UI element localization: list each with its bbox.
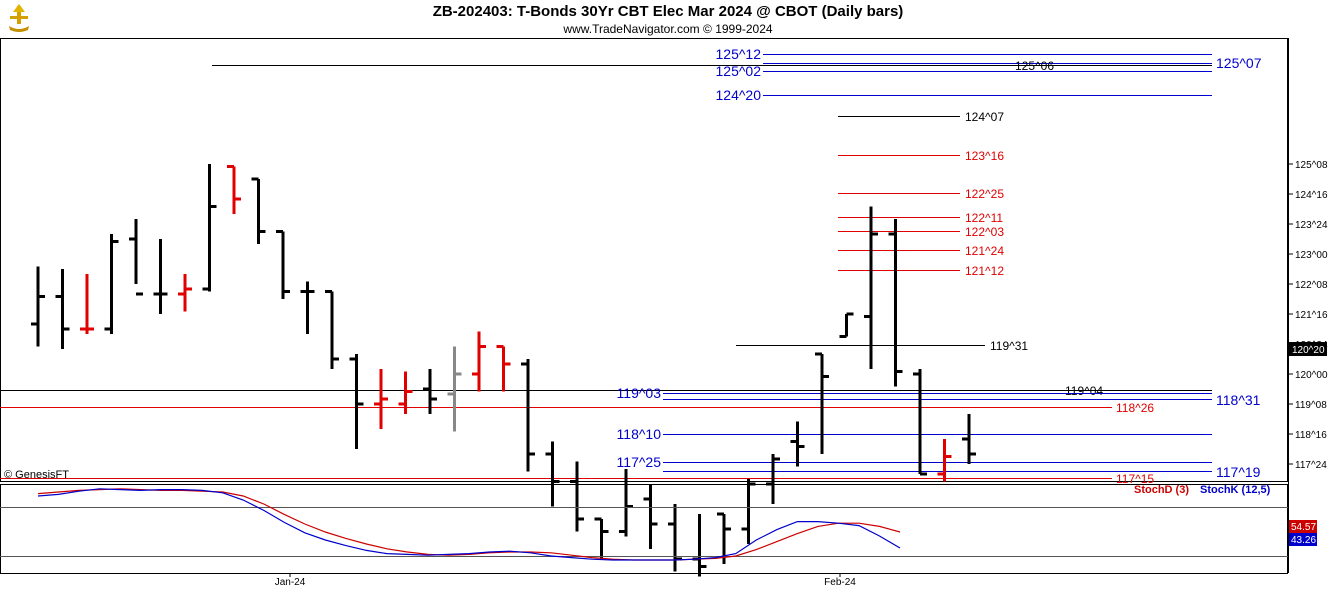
stoch-last-box-0 [1289,520,1317,533]
level-label-14: 119^03 [617,385,662,401]
level-label-16: 118^26 [1116,401,1154,415]
ohlc-bar-0 [31,266,45,347]
ohlc-bar-33 [839,312,854,338]
ohlc-bar-24 [619,469,633,537]
y-tick-label-1: 118^16 [1295,430,1327,441]
stoch-legend-1: StochK (12,5) [1200,484,1271,496]
level-label-5: 124^07 [965,110,1004,124]
level-label-4: 124^20 [716,87,762,103]
ohlc-bar-25 [643,484,658,549]
ohlc-bar-29 [741,479,756,544]
ohlc-bar-38 [962,414,976,464]
y-tick-label-8: 123^24 [1295,220,1328,231]
x-tick-label-0: Jan-24 [275,577,306,588]
ohlc-bar-2 [80,274,94,334]
y-tick-label-10: 125^08 [1295,160,1328,171]
genesis-watermark: © GenesisFT [4,469,69,481]
ohlc-bar-37 [937,439,952,482]
level-label-17: 118^10 [617,426,662,442]
level-label-0: 125^12 [716,46,762,62]
ohlc-bar-27 [692,514,707,577]
ohlc-bar-4 [129,219,143,296]
ohlc-bar-23 [594,517,609,559]
ohlc-bar-30 [766,454,780,504]
ohlc-bar-34 [864,206,878,369]
y-tick-label-5: 121^16 [1295,310,1328,321]
level-label-13: 119^04 [1065,384,1103,398]
ohlc-bar-12 [325,290,339,369]
level-label-19: 117^19 [1216,464,1261,480]
ohlc-bar-16 [423,369,437,414]
ohlc-bar-26 [668,504,682,572]
ohlc-bar-14 [374,369,388,429]
ohlc-bar-15 [398,371,413,414]
y-tick-label-6: 122^08 [1295,280,1328,291]
level-label-8: 122^11 [965,211,1003,225]
last-price-label: 120^20 [1292,345,1325,356]
stoch-legend-0: StochD (3) [1134,484,1189,496]
ohlc-bar-11 [300,281,315,334]
ohlc-bar-35 [888,219,903,387]
level-label-12: 119^31 [990,339,1028,353]
level-label-3: 125^02 [716,63,762,79]
ohlc-bar-10 [276,230,290,299]
ohlc-bar-1 [55,269,70,349]
y-tick-label-0: 117^24 [1295,460,1327,471]
ohlc-bar-5 [153,239,168,314]
trade-navigator-logo-icon [9,4,29,32]
level-label-10: 121^24 [965,244,1004,258]
level-label-7: 122^25 [965,187,1004,201]
ohlc-bar-21 [545,441,560,507]
chart-subtitle: www.TradeNavigator.com © 1999-2024 [563,22,773,36]
level-label-20: 117^15 [1116,472,1154,486]
ohlc-bar-20 [521,359,535,472]
ohlc-bar-18 [472,331,486,392]
chart-header: ZB-202403: T-Bonds 30Yr CBT Elec Mar 202… [0,0,1336,38]
level-label-18: 117^25 [617,454,662,470]
ohlc-bar-13 [349,354,364,449]
stoch-last-box-1 [1289,533,1317,546]
ohlc-bar-7 [202,164,217,292]
price-pane-frame [0,38,1288,482]
last-price-box [1289,342,1327,356]
ohlc-bar-8 [227,165,241,214]
ohlc-bar-17 [447,346,462,432]
stoch-series-1 [37,488,901,561]
level-label-6: 123^16 [965,149,1004,163]
level-label-15: 118^31 [1216,392,1261,408]
level-label-2: 125^06 [1015,59,1054,73]
stoch-pane-frame [0,484,1288,574]
ohlc-bar-36 [913,369,927,476]
ohlc-bar-6 [178,274,192,312]
stoch-last-label-1: 43.26 [1291,535,1316,546]
ohlc-bar-19 [496,345,511,392]
x-tick-label-1: Feb-24 [824,577,856,588]
ohlc-bar-9 [251,177,266,244]
stoch-last-label-0: 54.57 [1291,522,1316,533]
level-label-11: 121^12 [965,264,1004,278]
ohlc-bar-3 [104,234,119,334]
y-tick-label-3: 120^00 [1295,370,1328,381]
ohlc-bar-22 [570,461,584,532]
ohlc-bar-32 [815,352,829,454]
y-tick-label-7: 123^00 [1295,250,1328,261]
level-label-9: 122^03 [965,225,1004,239]
stoch-series-0 [37,488,901,561]
y-tick-label-2: 119^08 [1295,400,1327,411]
y-tick-label-9: 124^16 [1295,190,1328,201]
chart-title: ZB-202403: T-Bonds 30Yr CBT Elec Mar 202… [432,3,904,20]
ohlc-bar-31 [790,421,805,467]
level-label-1: 125^07 [1216,55,1262,71]
